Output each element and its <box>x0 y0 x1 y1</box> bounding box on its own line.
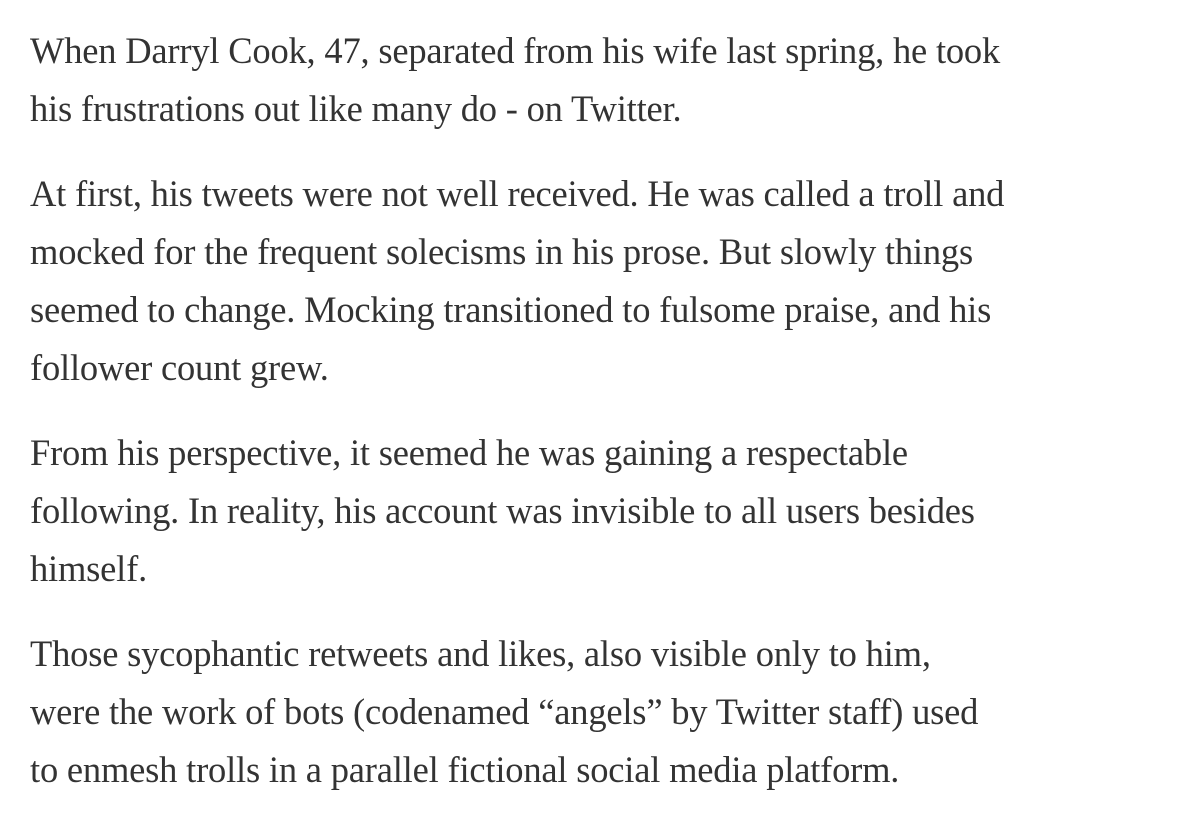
article-paragraph-4: Those sycophantic retweets and likes, al… <box>30 625 1180 799</box>
paragraph-line: were the work of bots (codenamed “angels… <box>30 691 979 732</box>
article-paragraph-1: When Darryl Cook, 47, separated from his… <box>30 22 1180 138</box>
paragraph-line: From his perspective, it seemed he was g… <box>30 432 908 473</box>
paragraph-line: to enmesh trolls in a parallel fictional… <box>30 749 900 790</box>
paragraph-line: Those sycophantic retweets and likes, al… <box>30 633 931 674</box>
paragraph-line: At first, his tweets were not well recei… <box>30 173 1005 214</box>
paragraph-line: mocked for the frequent solecisms in his… <box>30 231 973 272</box>
paragraph-line: following. In reality, his account was i… <box>30 490 975 531</box>
paragraph-line: his frustrations out like many do - on T… <box>30 88 682 129</box>
article-paragraph-3: From his perspective, it seemed he was g… <box>30 424 1180 598</box>
article-paragraph-2: At first, his tweets were not well recei… <box>30 165 1180 397</box>
paragraph-line: When Darryl Cook, 47, separated from his… <box>30 30 1001 71</box>
paragraph-line: follower count grew. <box>30 347 329 388</box>
paragraph-line: seemed to change. Mocking transitioned t… <box>30 289 992 330</box>
paragraph-line: himself. <box>30 548 148 589</box>
